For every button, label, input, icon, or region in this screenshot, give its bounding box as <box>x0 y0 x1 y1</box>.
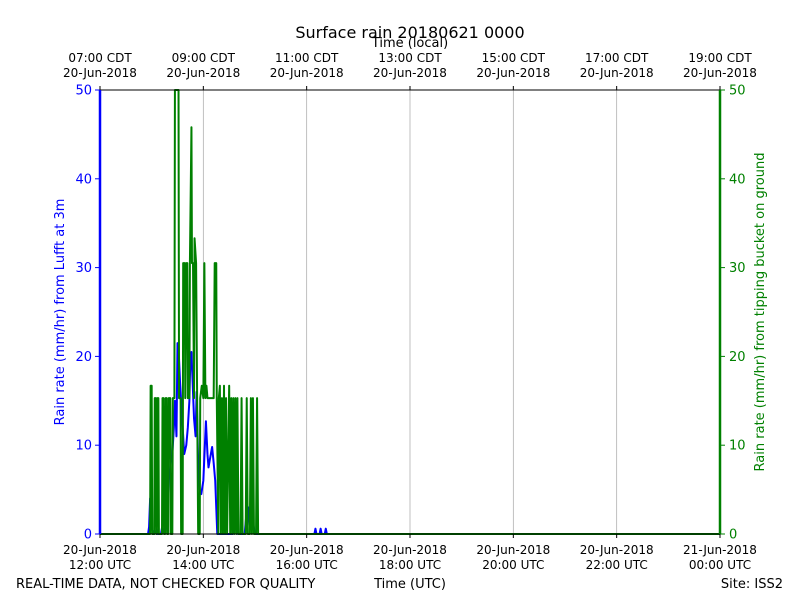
gridlines <box>202 90 618 534</box>
x-tick-label-local-time: 13:00 CDT <box>378 51 442 65</box>
x-tick-label-utc-time: 14:00 UTC <box>172 558 234 572</box>
right-y-tick-label: 30 <box>729 261 746 276</box>
x-tick-label-utc-time: 20:00 UTC <box>482 558 544 572</box>
x-tick-label-local-time: 19:00 CDT <box>688 51 752 65</box>
x-tick-label-local-time: 17:00 CDT <box>585 51 649 65</box>
x-tick-label-utc-date: 20-Jun-2018 <box>270 543 344 557</box>
x-tick-label-utc-time: 12:00 UTC <box>69 558 131 572</box>
left-y-tick-label: 50 <box>75 84 92 99</box>
x-tick-label-local-date: 20-Jun-2018 <box>166 66 240 80</box>
x-axis-label: Time (UTC) <box>373 577 446 592</box>
left-y-tick-label: 20 <box>75 350 92 365</box>
x-tick-label-local-time: 09:00 CDT <box>172 51 236 65</box>
left-y-tick-label: 40 <box>75 172 92 187</box>
x-tick-label-local-date: 20-Jun-2018 <box>683 66 757 80</box>
chart-title: Surface rain 20180621 0000 <box>295 23 524 42</box>
right-y-tick-label: 0 <box>729 528 737 543</box>
x-tick-label-utc-date: 20-Jun-2018 <box>166 543 240 557</box>
x-tick-label-utc-date: 21-Jun-2018 <box>683 543 757 557</box>
x-tick-label-utc-time: 18:00 UTC <box>379 558 441 572</box>
x-tick-label-utc-time: 00:00 UTC <box>689 558 751 572</box>
x-tick-label-utc-date: 20-Jun-2018 <box>580 543 654 557</box>
x-tick-label-utc-time: 22:00 UTC <box>586 558 648 572</box>
x-tick-label-local-time: 11:00 CDT <box>275 51 339 65</box>
site-label: Site: ISS2 <box>721 577 783 592</box>
x-tick-label-local-date: 20-Jun-2018 <box>580 66 654 80</box>
right-y-tick-label: 10 <box>729 439 746 454</box>
footer-quality-note: REAL-TIME DATA, NOT CHECKED FOR QUALITY <box>16 577 315 592</box>
x-tick-label-utc-date: 20-Jun-2018 <box>63 543 137 557</box>
right-y-axis-label: Rain rate (mm/hr) from tipping bucket on… <box>753 153 768 472</box>
left-y-axis-label: Rain rate (mm/hr) from Lufft at 3m <box>53 199 68 426</box>
right-y-tick-label: 20 <box>729 350 746 365</box>
axes <box>95 86 725 538</box>
x-tick-label-utc-date: 20-Jun-2018 <box>373 543 447 557</box>
right-y-tick-label: 40 <box>729 172 746 187</box>
x-tick-label-local-time: 15:00 CDT <box>482 51 546 65</box>
x-tick-label-utc-date: 20-Jun-2018 <box>476 543 550 557</box>
right-y-tick-label: 50 <box>729 84 746 99</box>
left-y-tick-label: 30 <box>75 261 92 276</box>
x-tick-label-local-date: 20-Jun-2018 <box>63 66 137 80</box>
x-tick-label-local-date: 20-Jun-2018 <box>476 66 550 80</box>
left-y-tick-label: 0 <box>84 528 92 543</box>
left-y-tick-label: 10 <box>75 439 92 454</box>
x-tick-label-local-time: 07:00 CDT <box>68 51 132 65</box>
x-tick-label-local-date: 20-Jun-2018 <box>373 66 447 80</box>
x-tick-label-local-date: 20-Jun-2018 <box>270 66 344 80</box>
top-axis-label: Time (local) <box>371 36 448 51</box>
x-tick-label-utc-time: 16:00 UTC <box>276 558 338 572</box>
